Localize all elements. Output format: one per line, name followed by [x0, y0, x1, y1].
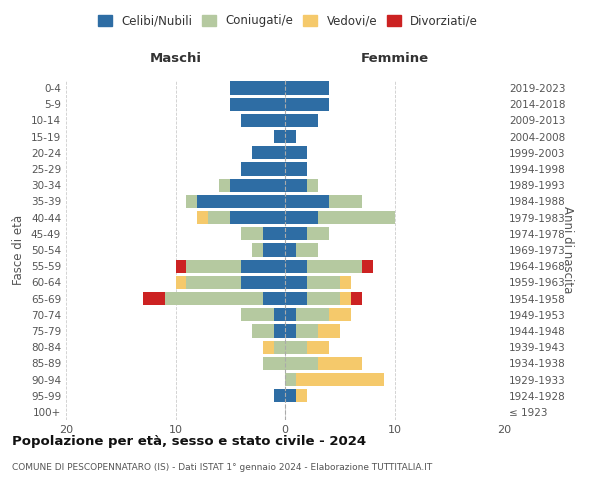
Bar	[230, 178, 285, 192]
Text: Femmine: Femmine	[361, 52, 428, 65]
Bar	[252, 146, 285, 160]
Bar	[263, 292, 285, 305]
Bar	[340, 292, 350, 305]
Bar	[263, 340, 274, 354]
Bar	[241, 114, 285, 127]
Bar	[230, 82, 285, 94]
Bar	[176, 260, 187, 273]
Bar	[329, 308, 350, 322]
Text: Popolazione per età, sesso e stato civile - 2024: Popolazione per età, sesso e stato civil…	[12, 435, 366, 448]
Text: COMUNE DI PESCOPENNATARO (IS) - Dati ISTAT 1° gennaio 2024 - Elaborazione TUTTIT: COMUNE DI PESCOPENNATARO (IS) - Dati IST…	[12, 462, 432, 471]
Y-axis label: Anni di nascita: Anni di nascita	[561, 206, 574, 294]
Y-axis label: Fasce di età: Fasce di età	[13, 215, 25, 285]
Bar	[220, 178, 230, 192]
Bar	[350, 292, 362, 305]
Bar	[285, 244, 296, 256]
Bar	[285, 324, 296, 338]
Bar	[307, 340, 329, 354]
Bar	[252, 324, 274, 338]
Text: Maschi: Maschi	[149, 52, 202, 65]
Bar	[285, 146, 307, 160]
Bar	[285, 373, 296, 386]
Bar	[285, 276, 307, 289]
Bar	[285, 98, 329, 111]
Bar	[274, 324, 285, 338]
Bar	[296, 244, 318, 256]
Bar	[296, 389, 307, 402]
Bar	[340, 276, 350, 289]
Bar	[274, 308, 285, 322]
Bar	[307, 227, 329, 240]
Bar	[318, 324, 340, 338]
Bar	[176, 276, 187, 289]
Bar	[285, 178, 307, 192]
Bar	[230, 98, 285, 111]
Bar	[285, 114, 318, 127]
Bar	[307, 292, 340, 305]
Bar	[187, 195, 197, 208]
Bar	[197, 211, 208, 224]
Bar	[285, 82, 329, 94]
Bar	[274, 130, 285, 143]
Bar	[274, 389, 285, 402]
Bar	[296, 373, 383, 386]
Bar	[241, 227, 263, 240]
Legend: Celibi/Nubili, Coniugati/e, Vedovi/e, Divorziati/e: Celibi/Nubili, Coniugati/e, Vedovi/e, Di…	[94, 11, 482, 31]
Bar	[307, 260, 362, 273]
Bar	[285, 356, 318, 370]
Bar	[329, 195, 362, 208]
Bar	[263, 244, 285, 256]
Bar	[143, 292, 164, 305]
Bar	[285, 340, 307, 354]
Bar	[285, 195, 329, 208]
Bar	[307, 276, 340, 289]
Bar	[318, 211, 395, 224]
Bar	[252, 244, 263, 256]
Bar	[241, 308, 274, 322]
Bar	[164, 292, 263, 305]
Bar	[318, 356, 362, 370]
Bar	[307, 178, 318, 192]
Bar	[241, 260, 285, 273]
Bar	[362, 260, 373, 273]
Bar	[296, 308, 329, 322]
Bar	[285, 211, 318, 224]
Bar	[263, 227, 285, 240]
Bar	[285, 260, 307, 273]
Bar	[187, 260, 241, 273]
Bar	[296, 324, 318, 338]
Bar	[230, 211, 285, 224]
Bar	[285, 162, 307, 175]
Bar	[187, 276, 241, 289]
Bar	[285, 130, 296, 143]
Bar	[241, 276, 285, 289]
Bar	[274, 340, 285, 354]
Bar	[263, 356, 285, 370]
Bar	[285, 227, 307, 240]
Bar	[197, 195, 285, 208]
Bar	[241, 162, 285, 175]
Bar	[285, 308, 296, 322]
Bar	[208, 211, 230, 224]
Bar	[285, 292, 307, 305]
Bar	[285, 389, 296, 402]
